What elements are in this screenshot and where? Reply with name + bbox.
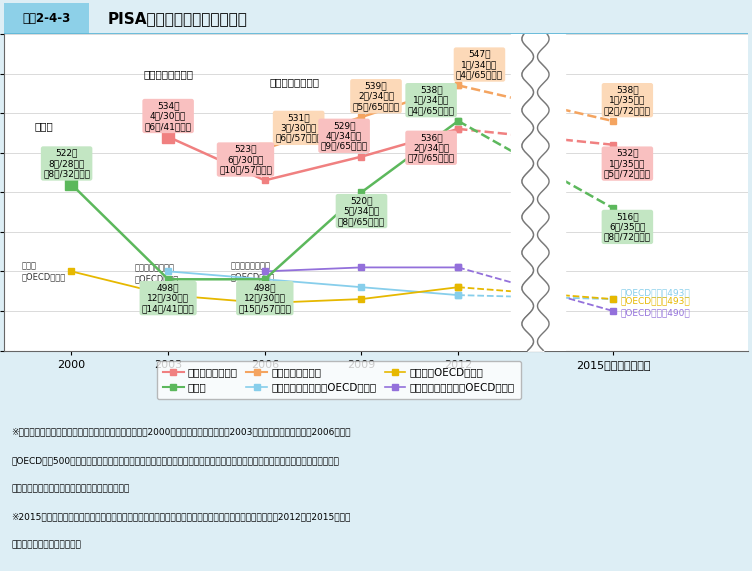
Text: ※各リテラシーが初めて中心分野となった回（読解力は2000年，数学的リテラシーは2003年，科学的リテラシーは2006年）の: ※各リテラシーが初めて中心分野となった回（読解力は2000年，数学的リテラシーは… bbox=[11, 428, 350, 437]
Text: OECD平均500点を基準値として，得点を換算。数学的リテラシー，科学的リテラシーは経年比較可能な調査回以降の結果を掲: OECD平均500点を基準値として，得点を換算。数学的リテラシー，科学的リテラシ… bbox=[11, 456, 339, 465]
Text: 532点
1位/35か国
（5位/72か国）: 532点 1位/35か国 （5位/72か国） bbox=[604, 148, 651, 179]
Text: 536点
2位/34か国
（7位/65か国）: 536点 2位/34か国 （7位/65か国） bbox=[408, 133, 455, 163]
Text: （OECD平均）490点: （OECD平均）490点 bbox=[620, 308, 690, 317]
Bar bbox=[511, 34, 565, 351]
Text: 516点
6位/35か国
（8位/72か国）: 516点 6位/35か国 （8位/72か国） bbox=[604, 212, 651, 242]
FancyBboxPatch shape bbox=[4, 3, 89, 34]
Text: 読解力: 読解力 bbox=[35, 121, 53, 131]
Text: 498点
12位/30か国
（14位/41か国）: 498点 12位/30か国 （14位/41か国） bbox=[142, 283, 195, 313]
Text: 載。中心分野の年はマークを大きくしている。: 載。中心分野の年はマークを大きくしている。 bbox=[11, 484, 129, 493]
Text: 数学的リテラシー: 数学的リテラシー bbox=[144, 70, 194, 79]
Text: 539点
2位/34か国
（5位/65か国）: 539点 2位/34か国 （5位/65か国） bbox=[353, 81, 399, 111]
Text: には波線を表示している。: には波線を表示している。 bbox=[11, 541, 81, 550]
Legend: 数学的リテラシー, 読解力, 科学的リテラシー, 数学的リテラシー（OECD平均）, 読解力（OECD平均）, 科学的リテラシー（OECD平均）: 数学的リテラシー, 読解力, 科学的リテラシー, 数学的リテラシー（OECD平均… bbox=[156, 361, 521, 399]
Text: 538点
1位/34か国
（4位/65か国）: 538点 1位/34か国 （4位/65か国） bbox=[408, 85, 455, 115]
Text: 520点
5位/34か国
（8位/65か国）: 520点 5位/34か国 （8位/65か国） bbox=[338, 196, 385, 226]
Text: 531点
3位/30か国
（6位/57か国）: 531点 3位/30か国 （6位/57か国） bbox=[275, 113, 322, 143]
Text: PISA平均得点及び順位の推移: PISA平均得点及び順位の推移 bbox=[108, 11, 248, 26]
Text: （OECD平均）493点: （OECD平均）493点 bbox=[620, 288, 690, 297]
Text: 529点
4位/34か国
（9位/65か国）: 529点 4位/34か国 （9位/65か国） bbox=[320, 121, 368, 151]
Text: 538点
1位/35か国
（2位/72か国）: 538点 1位/35か国 （2位/72か国） bbox=[604, 85, 650, 115]
Text: 科学的リテラシー
（OECD平均）: 科学的リテラシー （OECD平均） bbox=[231, 262, 275, 281]
Text: 522点
8位/28か国
（8位/32か国）: 522点 8位/28か国 （8位/32か国） bbox=[43, 148, 90, 178]
Text: 数学的リテラシー
（OECD平均）: 数学的リテラシー （OECD平均） bbox=[135, 264, 178, 283]
Text: 523点
6位/30か国
（10位/57か国）: 523点 6位/30か国 （10位/57か国） bbox=[219, 144, 272, 174]
Text: 読解力
（OECD平均）: 読解力 （OECD平均） bbox=[21, 262, 65, 281]
Text: 科学的リテラシー: 科学的リテラシー bbox=[270, 78, 320, 87]
Text: 534点
4位/30か国
（6位/41か国）: 534点 4位/30か国 （6位/41か国） bbox=[144, 101, 192, 131]
Text: 498点
12位/30か国
（15位/57か国）: 498点 12位/30か国 （15位/57か国） bbox=[238, 283, 291, 313]
Text: （OECD平均）493点: （OECD平均）493点 bbox=[620, 296, 690, 305]
Text: 図表2-4-3: 図表2-4-3 bbox=[22, 12, 71, 25]
Text: 547点
1位/34か国
（4位/65か国）: 547点 1位/34か国 （4位/65か国） bbox=[456, 50, 503, 79]
Text: ※2015年調査はコンピュータ使用型調査への移行に伴い，尺度化・得点化の方法の変更等があったため，2012年と2015年の間: ※2015年調査はコンピュータ使用型調査への移行に伴い，尺度化・得点化の方法の変… bbox=[11, 512, 350, 521]
